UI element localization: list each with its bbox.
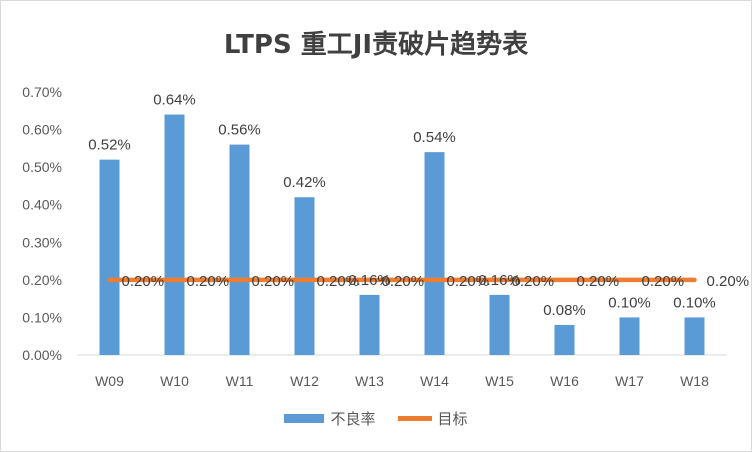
bar-data-labels: 0.52% 0.64% 0.56% 0.42% 0.16% 0.54% 0.16% 0.08%…: [88, 92, 716, 319]
bar-data-label: 0.54%: [413, 129, 456, 146]
legend-label-bar: 不良率: [330, 410, 376, 428]
y-tick-label: 0.10%: [22, 309, 62, 325]
y-tick-label: 0.50%: [22, 159, 62, 175]
legend-swatch-line: [397, 416, 432, 421]
legend-item-line[interactable]: 目标: [397, 408, 468, 429]
y-tick-label: 0.70%: [22, 84, 62, 100]
x-tick-label: W18: [680, 373, 709, 389]
legend-label-line: 目标: [437, 410, 468, 428]
bar[interactable]: [164, 114, 185, 356]
target-data-label: 0.20%: [707, 273, 750, 290]
x-tick-label: W15: [485, 373, 514, 389]
bar[interactable]: [684, 317, 705, 355]
bar-data-label: 0.56%: [218, 122, 261, 139]
bar[interactable]: [99, 159, 120, 355]
bar[interactable]: [424, 152, 445, 355]
y-axis: 0.00% 0.10% 0.20% 0.30% 0.40% 0.50% 0.60% 0.70%: [22, 84, 62, 363]
target-data-label: 0.20%: [642, 273, 685, 290]
x-axis: W09 W10 W11 W12 W13 W14 W15 W16 W17 W18: [77, 354, 727, 389]
target-data-label: 0.20%: [187, 273, 230, 290]
x-tick-label: W10: [160, 373, 189, 389]
bar[interactable]: [554, 324, 575, 355]
legend-swatch-bar: [284, 414, 325, 423]
target-data-label: 0.20%: [122, 273, 165, 290]
legend-item-bar[interactable]: 不良率: [284, 408, 376, 429]
bar[interactable]: [229, 144, 250, 355]
bar-series: [99, 114, 705, 356]
target-data-label: 0.20%: [382, 273, 425, 290]
y-tick-label: 0.20%: [22, 272, 62, 288]
bar-data-label: 0.52%: [88, 137, 131, 154]
y-tick-label: 0.40%: [22, 197, 62, 213]
x-tick-label: W16: [550, 373, 579, 389]
x-tick-label: W09: [95, 373, 124, 389]
target-data-label: 0.20%: [577, 273, 620, 290]
bar-data-label: 0.42%: [283, 174, 326, 191]
chart-title: LTPS 重工JI责破片趋势表: [223, 30, 529, 60]
x-tick-label: W13: [355, 373, 384, 389]
target-data-labels: 0.20% 0.20% 0.20% 0.20% 0.20% 0.20% 0.20% 0.20%…: [122, 273, 750, 290]
y-tick-label: 0.60%: [22, 122, 62, 138]
target-data-label: 0.20%: [447, 273, 490, 290]
bar-data-label: 0.16%: [478, 272, 521, 289]
bar[interactable]: [489, 294, 510, 355]
x-tick-label: W17: [615, 373, 644, 389]
target-data-label: 0.20%: [317, 273, 360, 290]
x-tick-label: W14: [420, 373, 449, 389]
bar-data-label: 0.10%: [673, 294, 716, 311]
legend: 不良率 目标: [0, 408, 752, 429]
target-data-label: 0.20%: [252, 273, 295, 290]
x-tick-label: W11: [226, 373, 254, 389]
y-tick-label: 0.00%: [22, 347, 62, 363]
bar-data-label: 0.08%: [543, 302, 586, 319]
bar-data-label: 0.10%: [608, 294, 651, 311]
bar-data-label: 0.16%: [348, 272, 391, 289]
target-data-label: 0.20%: [512, 273, 555, 290]
y-tick-label: 0.30%: [22, 234, 62, 250]
bar[interactable]: [294, 197, 315, 355]
bar[interactable]: [619, 317, 640, 355]
bar-data-label: 0.64%: [153, 92, 196, 109]
x-tick-label: W12: [290, 373, 319, 389]
bar[interactable]: [359, 294, 380, 355]
